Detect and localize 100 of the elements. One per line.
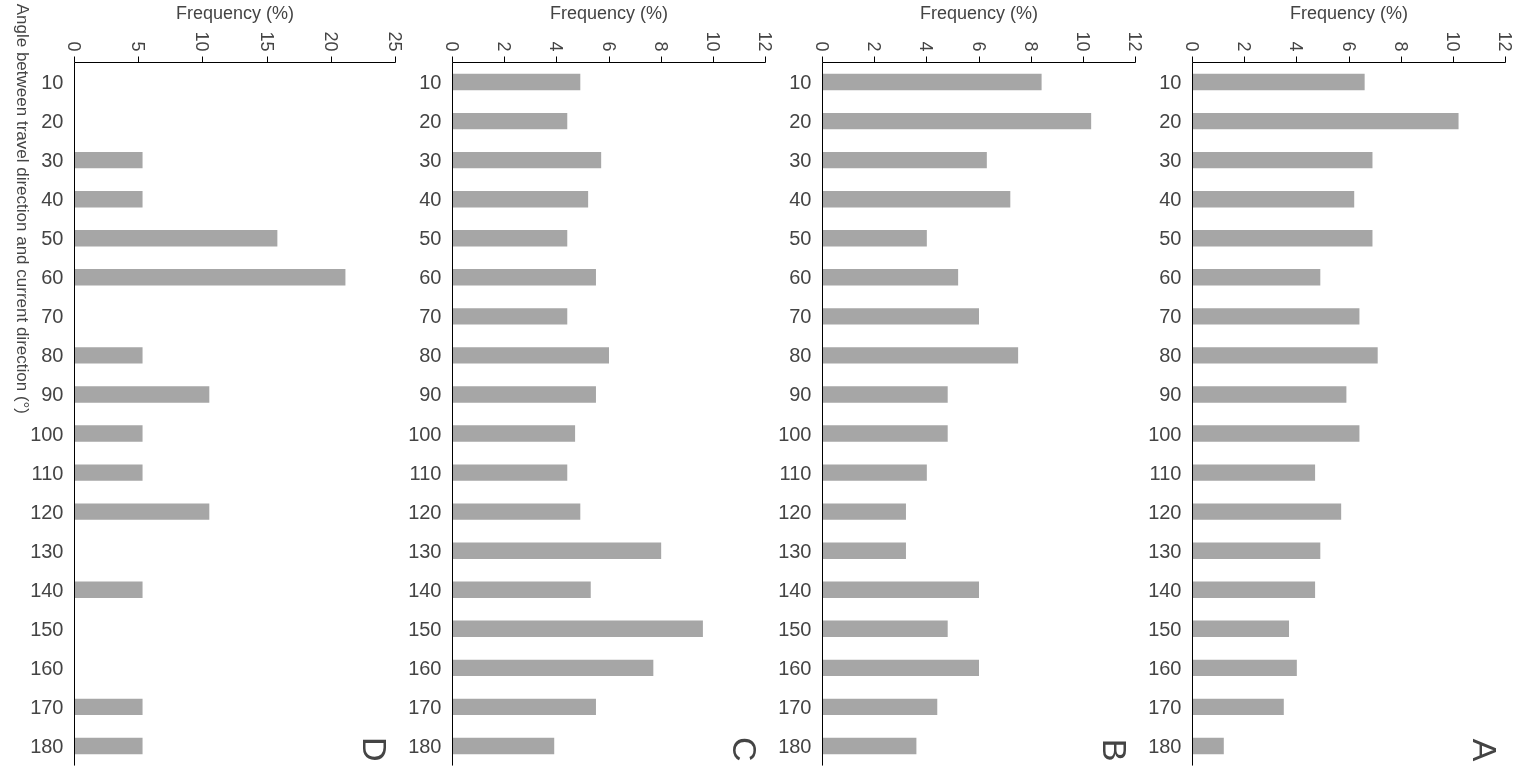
x-tick-label: 4 <box>916 41 937 52</box>
bar <box>1192 503 1342 520</box>
bar <box>822 659 979 677</box>
y-tick-label: 20 <box>789 110 812 133</box>
x-tick-label: 0 <box>442 41 462 52</box>
y-tick-label: 180 <box>408 734 442 757</box>
y-tick-label: 20 <box>419 110 442 133</box>
y-tick-label: 110 <box>409 461 442 484</box>
y-tick-label: 140 <box>1148 578 1182 601</box>
y-tick-label: 150 <box>30 617 64 640</box>
y-tick-label: 140 <box>30 578 64 601</box>
bar <box>74 698 143 716</box>
y-tick-label: 100 <box>30 422 64 445</box>
x-tick-label: 20 <box>320 31 341 52</box>
y-tick-label: 90 <box>41 383 64 406</box>
y-tick-label: 10 <box>419 71 442 94</box>
x-tick-label: 8 <box>1390 41 1411 52</box>
y-tick-label: 180 <box>1148 734 1182 757</box>
x-tick-label: 2 <box>494 41 515 52</box>
x-tick-label: 6 <box>968 41 989 52</box>
y-tick-label: 10 <box>1159 71 1182 94</box>
x-tick-label: 8 <box>1020 41 1041 52</box>
bar <box>1192 151 1373 169</box>
bar <box>74 230 278 247</box>
bar <box>1192 581 1316 598</box>
y-tick-label: 10 <box>41 71 64 94</box>
bar <box>74 425 143 442</box>
y-tick-label: 130 <box>778 539 812 562</box>
bar <box>74 581 143 598</box>
bar <box>74 190 143 208</box>
y-tick-label: 40 <box>1159 188 1182 211</box>
y-tick-label: 90 <box>1159 383 1182 406</box>
bar <box>1192 737 1224 755</box>
x-tick-label: 12 <box>1125 31 1145 52</box>
bar <box>452 190 589 208</box>
y-tick-label: 130 <box>30 539 64 562</box>
bar <box>1192 347 1378 364</box>
y-tick-label: 110 <box>779 461 812 484</box>
x-axis-title: Frequency (%) <box>1289 3 1409 24</box>
y-tick-label: 170 <box>1148 695 1182 718</box>
bar <box>74 464 143 481</box>
bar <box>74 737 143 755</box>
y-tick-label: 20 <box>1159 110 1182 133</box>
y-tick-label: 50 <box>41 227 64 250</box>
bar <box>1192 112 1459 130</box>
y-tick-label: 10 <box>789 71 812 94</box>
y-tick-label: 150 <box>408 617 442 640</box>
y-tick-label: 90 <box>419 383 442 406</box>
y-tick-label: 110 <box>31 461 64 484</box>
bar <box>452 581 591 598</box>
y-tick-label: 130 <box>1148 539 1182 562</box>
y-tick-label: 120 <box>778 500 812 523</box>
y-tick-label: 80 <box>789 344 812 367</box>
y-tick-label: 50 <box>419 227 442 250</box>
bar <box>452 230 568 247</box>
bar <box>74 386 210 403</box>
x-tick-label: 12 <box>755 31 775 52</box>
y-tick-label: 70 <box>1159 305 1182 328</box>
y-tick-label: 50 <box>789 227 812 250</box>
y-tick-label: 60 <box>419 266 442 289</box>
x-tick-label: 6 <box>598 41 619 52</box>
bar <box>452 620 703 638</box>
x-tick-label: 4 <box>1286 41 1307 52</box>
y-tick-label: 40 <box>41 188 64 211</box>
bar <box>1192 230 1373 247</box>
x-tick-label: 5 <box>128 41 149 52</box>
bar <box>74 151 143 169</box>
x-tick-label: 0 <box>812 41 832 52</box>
x-tick-label: 0 <box>1182 41 1202 52</box>
bar <box>74 503 210 520</box>
y-tick-label: 90 <box>789 383 812 406</box>
bar <box>822 620 948 638</box>
y-tick-label: 160 <box>408 656 442 679</box>
x-tick-label: 10 <box>1442 31 1463 52</box>
x-tick-label: 6 <box>1338 41 1359 52</box>
x-axis-title: Frequency (%) <box>919 3 1039 24</box>
bar <box>822 698 938 716</box>
y-tick-label: 30 <box>41 149 64 172</box>
y-tick-label: 60 <box>41 266 64 289</box>
y-tick-label: 150 <box>1148 617 1182 640</box>
bar <box>1192 308 1360 325</box>
x-tick-label: 8 <box>650 41 671 52</box>
y-tick-label: 20 <box>41 110 64 133</box>
bar <box>822 425 948 442</box>
y-tick-label: 40 <box>419 188 442 211</box>
x-tick-label: 2 <box>864 41 885 52</box>
y-tick-label: 120 <box>30 500 64 523</box>
y-tick-label: 160 <box>778 656 812 679</box>
bar <box>822 73 1042 91</box>
y-tick-label: 100 <box>778 422 812 445</box>
bar <box>452 112 568 130</box>
y-tick-label: 130 <box>408 539 442 562</box>
bar <box>452 698 596 716</box>
bar <box>1192 269 1321 286</box>
bar <box>452 347 609 364</box>
x-tick-label: 2 <box>1234 41 1255 52</box>
bar <box>452 503 581 520</box>
y-tick-label: 160 <box>30 656 64 679</box>
x-tick-label: 12 <box>1495 31 1515 52</box>
bar <box>822 464 927 481</box>
